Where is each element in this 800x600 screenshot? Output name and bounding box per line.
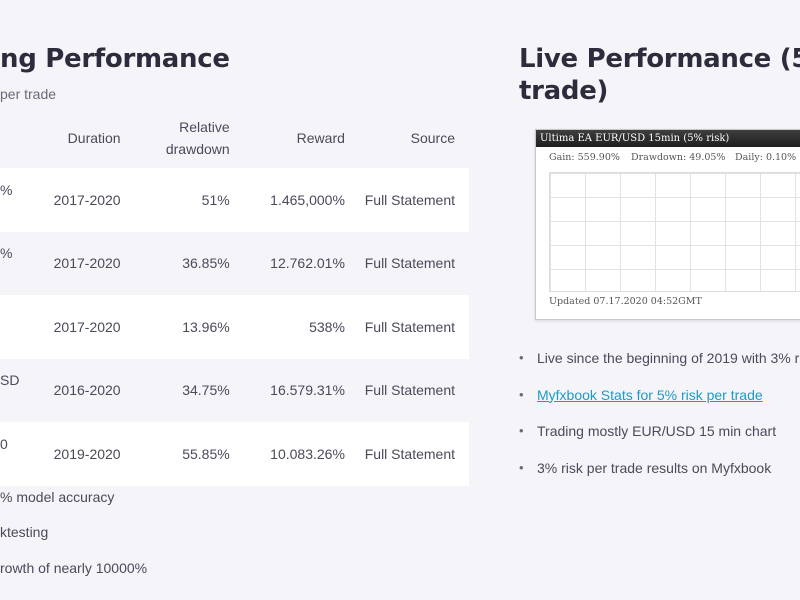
row-source-link[interactable]: Full Statement bbox=[358, 422, 469, 486]
col-duration: Duration bbox=[67, 130, 121, 146]
widget-stats: Gain: 559.90% Drawdown: 49.05% Daily: 0.… bbox=[536, 147, 800, 167]
row-drawdown: 34.75% bbox=[182, 382, 230, 399]
col-source: Source bbox=[410, 130, 455, 146]
row-duration: 2017-2020 bbox=[53, 255, 121, 272]
live-title-line1: Live Performance (5% bbox=[519, 44, 800, 74]
table-row: % 2017-2020 36.85% 12.762.01% Full State… bbox=[0, 232, 469, 296]
list-item: Live since the beginning of 2019 with 3%… bbox=[519, 350, 799, 387]
live-section: Live Performance (5% trade) Ultima EA EU… bbox=[519, 0, 800, 600]
row-name: % bbox=[0, 181, 13, 198]
table-row: 2017-2020 13.96% 538% Full Statement bbox=[0, 295, 469, 359]
table-row: % 2017-2020 51% 1.465,000% Full Statemen… bbox=[0, 168, 469, 232]
row-reward: 1.465,000% bbox=[243, 168, 359, 232]
backtesting-section: ng Performance per trade Duration Relati… bbox=[0, 44, 469, 576]
row-drawdown: 36.85% bbox=[182, 255, 230, 272]
row-reward: 16.579.31% bbox=[270, 382, 345, 399]
list-item: Trading mostly EUR/USD 15 min chart bbox=[519, 423, 799, 460]
col-name bbox=[0, 108, 39, 168]
col-reward: Reward bbox=[296, 130, 345, 146]
row-reward: 10.083.26% bbox=[243, 422, 359, 486]
widget-daily: Daily: 0.10% bbox=[735, 152, 797, 163]
col-drawdown: Relative drawdown bbox=[165, 119, 230, 157]
table-row: 0 2019-2020 55.85% 10.083.26% Full State… bbox=[0, 422, 469, 486]
row-name: % bbox=[0, 245, 13, 262]
row-drawdown: 13.96% bbox=[134, 295, 244, 359]
myfxbook-stats-link[interactable]: Myfxbook Stats for 5% risk per trade bbox=[537, 386, 763, 403]
row-duration: 2017-2020 bbox=[39, 168, 135, 232]
row-duration: 2019-2020 bbox=[39, 422, 135, 486]
row-source-link[interactable]: Full Statement bbox=[364, 382, 455, 399]
row-drawdown: 55.85% bbox=[134, 422, 244, 486]
row-name: SD bbox=[0, 372, 20, 389]
backtesting-bullet: rowth of nearly 10000% bbox=[0, 560, 148, 576]
widget-updated: Updated 07.17.2020 04:52GMT bbox=[549, 296, 702, 307]
live-title-line2: trade) bbox=[519, 76, 609, 106]
backtesting-bullet: ktesting bbox=[0, 524, 49, 540]
list-item: Myfxbook Stats for 5% risk per trade bbox=[519, 387, 799, 424]
backtesting-subtitle: per trade bbox=[0, 86, 57, 102]
row-drawdown: 51% bbox=[134, 168, 244, 232]
row-source-link[interactable]: Full Statement bbox=[364, 255, 455, 272]
widget-drawdown: Drawdown: 49.05% bbox=[631, 152, 726, 163]
row-name: 0 bbox=[0, 435, 8, 452]
widget-header: Ultima EA EUR/USD 15min (5% risk) bbox=[536, 130, 800, 147]
live-bullets: Live since the beginning of 2019 with 3%… bbox=[519, 350, 799, 496]
row-reward: 538% bbox=[243, 295, 359, 359]
table-header-row: Duration Relative drawdown Reward Source bbox=[0, 108, 469, 168]
backtesting-title: ng Performance bbox=[0, 44, 230, 74]
backtesting-bullet: % model accuracy bbox=[0, 489, 115, 505]
row-duration: 2017-2020 bbox=[39, 295, 135, 359]
widget-chart-grid bbox=[549, 172, 800, 292]
myfxbook-widget[interactable]: Ultima EA EUR/USD 15min (5% risk) Gain: … bbox=[535, 129, 800, 320]
table-row: SD 2016-2020 34.75% 16.579.31% Full Stat… bbox=[0, 359, 469, 423]
row-duration: 2016-2020 bbox=[53, 382, 121, 399]
row-reward: 12.762.01% bbox=[270, 255, 345, 272]
widget-gain: Gain: 559.90% bbox=[549, 152, 620, 163]
performance-table: Duration Relative drawdown Reward Source… bbox=[0, 108, 469, 486]
row-source-link[interactable]: Full Statement bbox=[358, 168, 469, 232]
row-source-link[interactable]: Full Statement bbox=[358, 295, 469, 359]
list-item: 3% risk per trade results on Myfxbook bbox=[519, 460, 799, 497]
